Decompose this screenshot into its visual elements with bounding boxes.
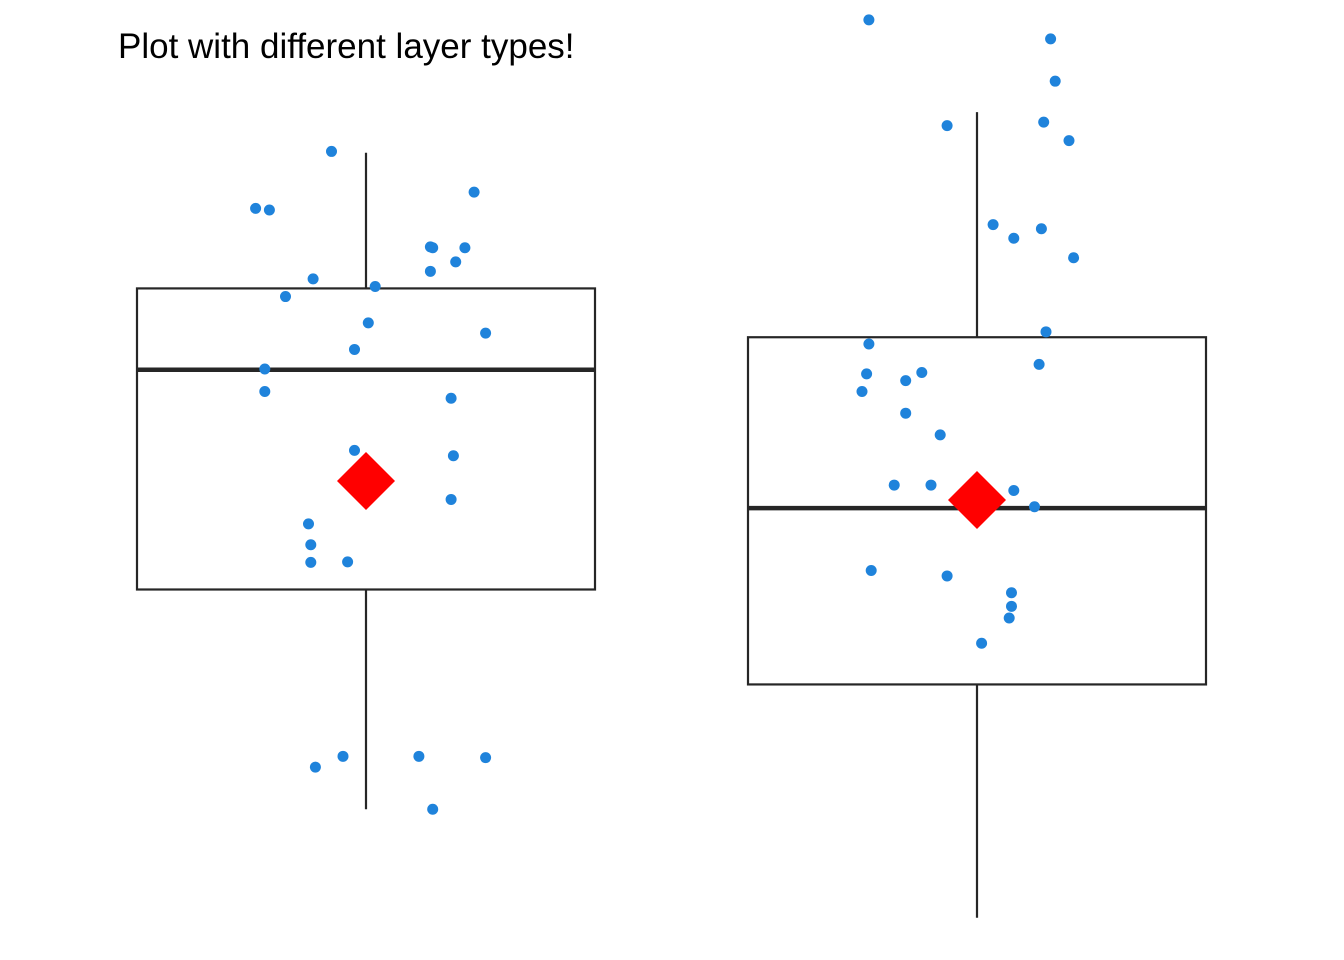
data-point: [1035, 223, 1047, 235]
data-point: [1006, 600, 1017, 612]
data-point: [342, 556, 354, 568]
data-point: [337, 750, 349, 762]
data-point: [1029, 501, 1040, 513]
data-point: [1038, 116, 1050, 128]
data-point: [305, 556, 317, 568]
data-point: [303, 518, 314, 530]
box-iqr: [746, 336, 1208, 686]
data-point: [934, 429, 946, 441]
data-point: [941, 120, 953, 132]
data-point: [259, 363, 271, 375]
chart-title: Plot with different layer types!: [118, 27, 575, 66]
data-point: [863, 14, 875, 26]
data-point: [305, 539, 317, 551]
data-point: [445, 392, 457, 404]
data-point: [1068, 252, 1080, 264]
data-point: [1063, 135, 1075, 147]
data-point: [480, 752, 492, 764]
box-iqr: [135, 287, 597, 591]
data-point: [1040, 326, 1052, 338]
data-point: [263, 204, 275, 216]
data-point: [1008, 484, 1020, 496]
data-point: [900, 407, 912, 419]
data-point: [250, 202, 262, 214]
data-point: [856, 385, 868, 397]
data-point: [349, 444, 360, 456]
data-point: [468, 186, 480, 198]
data-point: [861, 368, 873, 380]
data-point: [369, 281, 381, 293]
data-point: [1045, 33, 1057, 45]
data-point: [900, 375, 912, 387]
data-point: [427, 803, 439, 815]
data-point: [307, 273, 319, 285]
data-point: [976, 637, 988, 649]
plot-area: [135, 14, 1208, 918]
data-point: [413, 750, 425, 762]
mean-marker: [948, 470, 1006, 529]
data-point: [424, 265, 436, 277]
data-point: [1049, 75, 1061, 87]
data-point: [349, 343, 360, 355]
data-point: [863, 338, 875, 350]
data-point: [865, 565, 877, 577]
data-point: [480, 327, 492, 339]
data-point: [888, 479, 900, 491]
data-point: [1008, 232, 1020, 244]
data-point: [427, 242, 439, 254]
data-point: [925, 479, 937, 491]
data-point: [1003, 612, 1015, 624]
data-point: [326, 145, 337, 157]
data-point: [447, 450, 459, 462]
data-point: [987, 219, 999, 231]
data-point: [450, 256, 462, 268]
data-point: [1033, 358, 1045, 370]
data-point: [445, 493, 457, 505]
data-point: [916, 367, 928, 378]
mean-marker: [337, 452, 395, 510]
data-point: [459, 242, 471, 254]
data-point: [259, 385, 271, 397]
data-point: [1006, 587, 1017, 599]
data-point: [280, 291, 291, 303]
data-point: [362, 317, 374, 329]
data-point: [309, 761, 321, 773]
data-point: [941, 570, 953, 582]
